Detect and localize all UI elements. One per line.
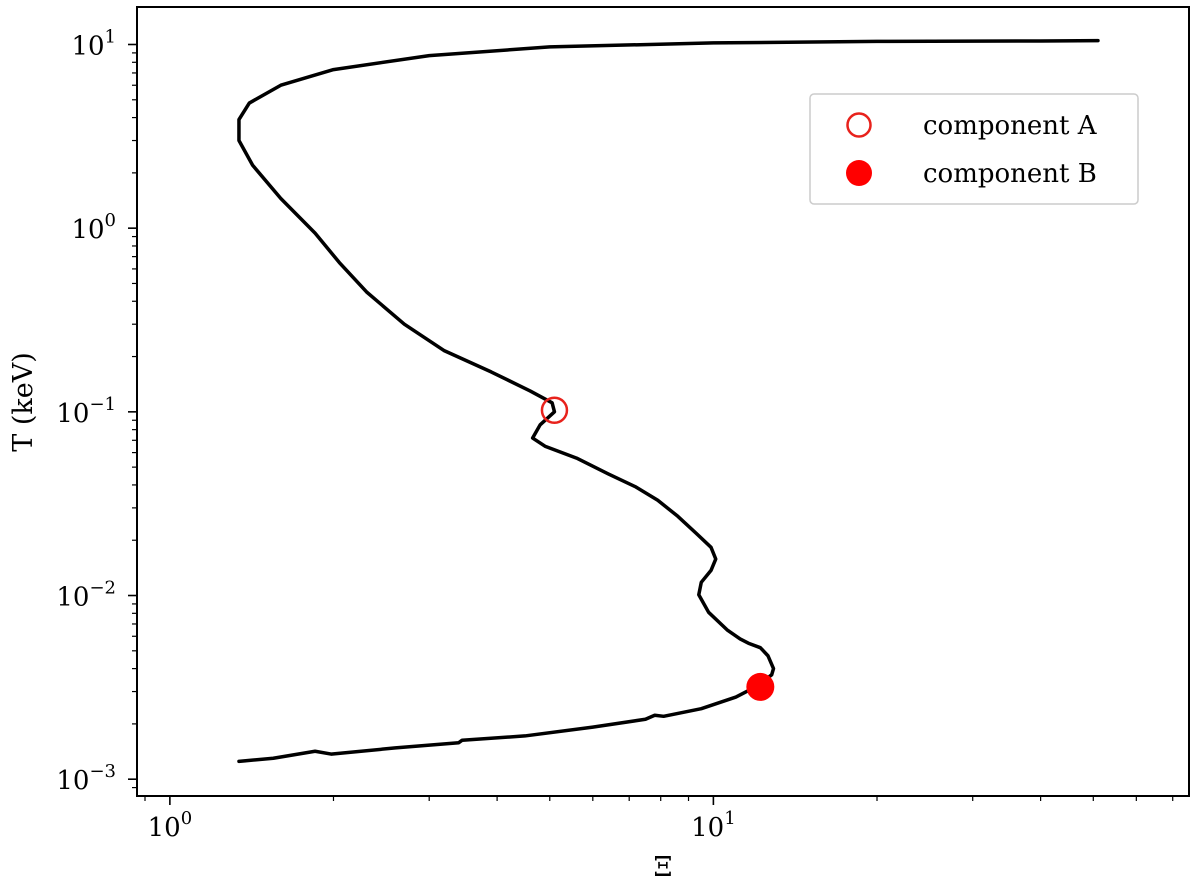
legend: component A component B (809, 93, 1139, 205)
markers (540, 396, 775, 701)
x-ticks: 100 101 (144, 796, 1174, 843)
legend-marker-component-a (846, 112, 872, 138)
y-tick-label: 10−3 (56, 761, 116, 796)
y-tick-label: 101 (71, 26, 116, 61)
y-tick-label: 10−1 (56, 394, 116, 429)
curves (237, 38, 1100, 764)
legend-marker-component-b (846, 160, 872, 186)
marker-component-b (746, 672, 775, 701)
y-tick-label: 10−2 (56, 578, 116, 613)
legend-label-component-b: component B (923, 159, 1097, 189)
x-tick-label: 100 (148, 808, 193, 843)
marker-component-a (540, 396, 569, 425)
series-line-0 (237, 38, 1100, 764)
x-axis-label: Ξ (654, 852, 673, 883)
legend-frame (809, 93, 1139, 205)
y-axis-label: T (keV) (8, 352, 39, 452)
y-tick-label: 100 (71, 210, 116, 245)
legend-label-component-a: component A (923, 111, 1098, 141)
y-ticks: 10−3 10−2 10−1 100 101 (56, 26, 137, 796)
x-tick-label: 101 (691, 808, 736, 843)
